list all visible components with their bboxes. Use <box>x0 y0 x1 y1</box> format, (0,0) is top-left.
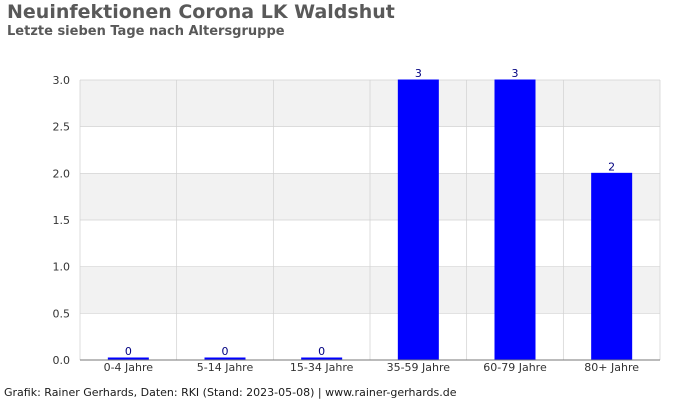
x-tick-label: 35-59 Jahre <box>387 361 451 374</box>
data-label: 0 <box>125 345 132 358</box>
chart-title: Neuinfektionen Corona LK Waldshut <box>7 1 395 23</box>
data-label: 2 <box>608 160 615 173</box>
x-tick-label: 5-14 Jahre <box>197 361 254 374</box>
chart-subtitle: Letzte sieben Tage nach Altersgruppe <box>7 24 285 39</box>
data-label: 0 <box>222 345 229 358</box>
y-tick-label: 2.0 <box>53 167 71 180</box>
y-tick-label: 1.0 <box>53 261 71 274</box>
bar-35-59-jahre <box>397 79 439 361</box>
y-tick-label: 2.5 <box>53 121 71 134</box>
bar-60-79-jahre <box>494 79 536 361</box>
data-label: 3 <box>512 67 519 80</box>
y-tick-label: 0.0 <box>53 354 71 367</box>
y-tick-label: 0.5 <box>53 307 71 320</box>
x-tick-label: 15-34 Jahre <box>290 361 354 374</box>
x-tick-label: 60-79 Jahre <box>483 361 547 374</box>
source-footer: Grafik: Rainer Gerhards, Daten: RKI (Sta… <box>4 386 457 399</box>
data-label: 3 <box>415 67 422 80</box>
y-tick-label: 3.0 <box>53 74 71 87</box>
data-label: 0 <box>318 345 325 358</box>
bar-80-jahre <box>591 172 633 361</box>
x-tick-label: 0-4 Jahre <box>104 361 154 374</box>
y-tick-label: 1.5 <box>53 214 71 227</box>
x-tick-label: 80+ Jahre <box>584 361 639 374</box>
